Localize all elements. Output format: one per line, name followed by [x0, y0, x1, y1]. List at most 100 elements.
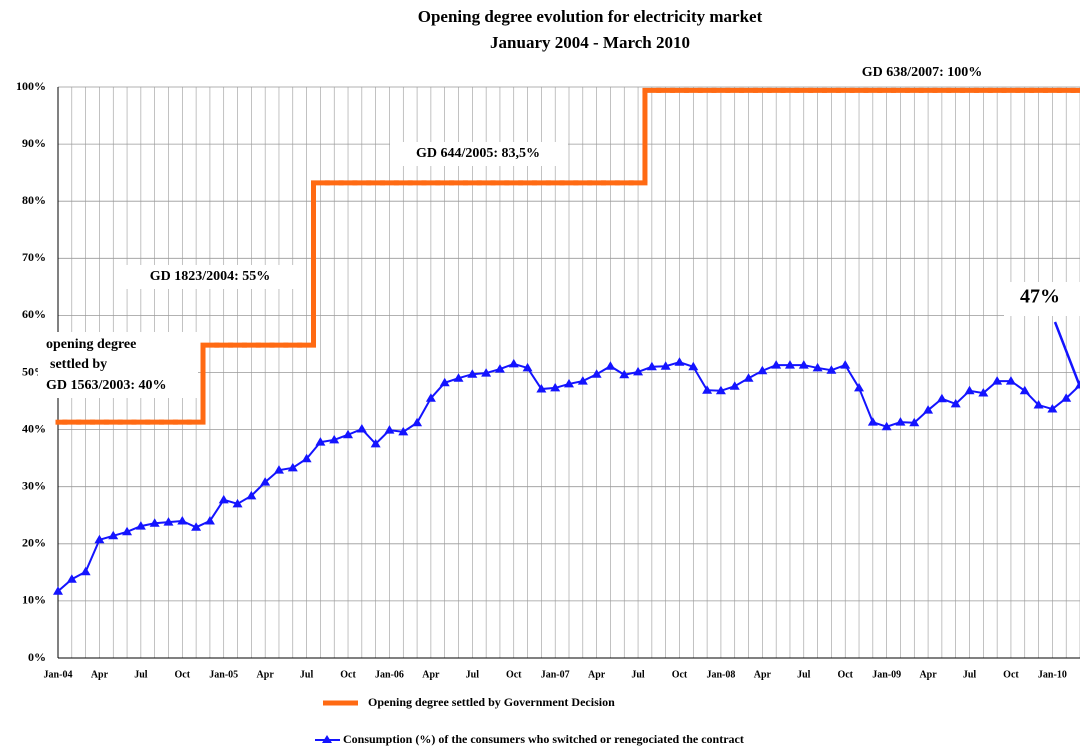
x-tick-label: Jan-05: [209, 669, 238, 680]
x-tick-label: Jan-10: [1038, 669, 1067, 680]
x-tick-label: Jul: [797, 669, 811, 680]
marker: [1005, 376, 1016, 385]
y-tick-label: 30%: [22, 478, 46, 492]
marker: [122, 526, 133, 536]
marker: [798, 360, 809, 369]
marker: [508, 358, 519, 368]
annotation-bg: [38, 332, 198, 398]
legend: Opening degree settled by Government Dec…: [315, 695, 744, 746]
x-tick-label: Oct: [837, 669, 853, 680]
y-tick-label: 0%: [28, 650, 46, 664]
plot: [53, 87, 1080, 595]
x-tick-label: Jul: [631, 669, 645, 680]
marker: [149, 518, 160, 527]
annotation-bg: [862, 62, 982, 84]
x-tick-label: Jan-09: [872, 669, 901, 680]
y-tick-label: 40%: [22, 421, 46, 435]
marker: [453, 373, 464, 382]
x-tick-label: Apr: [754, 669, 772, 680]
annotations: GD 638/2007: 100% GD 644/2005: 83,5% GD …: [38, 62, 1080, 398]
marker: [522, 362, 533, 372]
chart-title: Opening degree evolution for electricity…: [418, 7, 763, 26]
marker: [950, 398, 961, 408]
marker: [633, 366, 644, 376]
x-tick-label: Apr: [919, 669, 937, 680]
x-tick-label: Jan-07: [541, 669, 570, 680]
x-tick-label: Jul: [963, 669, 977, 680]
chart-subtitle: January 2004 - March 2010: [490, 33, 690, 52]
x-tick-label: Jul: [300, 669, 314, 680]
y-tick-label: 70%: [22, 250, 46, 264]
marker: [425, 393, 436, 402]
marker: [854, 382, 865, 392]
marker: [356, 424, 367, 433]
marker: [481, 368, 492, 377]
marker: [218, 494, 229, 504]
marker: [370, 438, 381, 448]
marker: [191, 522, 202, 531]
marker: [398, 426, 409, 436]
marker: [923, 405, 934, 414]
marker: [743, 373, 754, 382]
marker: [881, 421, 892, 431]
y-tick-label: 90%: [22, 136, 46, 150]
x-tick-label: Jan-04: [44, 669, 73, 680]
marker: [94, 534, 105, 544]
x-tick-label: Oct: [175, 669, 191, 680]
marker: [301, 453, 312, 463]
marker: [550, 382, 561, 392]
marker: [577, 376, 588, 385]
marker: [315, 437, 326, 446]
annotation-line: GD 1563/2003: 40%: [46, 378, 167, 393]
marker: [1033, 400, 1044, 409]
marker: [287, 462, 298, 472]
marker: [273, 465, 284, 474]
y-tick-label: 100%: [16, 79, 46, 93]
marker: [715, 385, 726, 395]
annotation: GD 1823/2004: 55%: [150, 269, 271, 284]
marker: [840, 360, 851, 369]
marker: [702, 385, 713, 394]
marker: [826, 365, 837, 374]
annotation: GD 638/2007: 100%: [862, 65, 983, 80]
marker: [646, 361, 657, 371]
marker: [674, 357, 685, 366]
x-tick-label: Jul: [466, 669, 480, 680]
annotation-bg: [390, 142, 568, 166]
marker: [867, 417, 878, 426]
marker: [163, 517, 174, 526]
marker: [771, 360, 782, 369]
annotation-pointer: [1053, 321, 1080, 385]
marker: [135, 521, 146, 530]
x-tick-label: Apr: [257, 669, 275, 680]
annotation-bg: [124, 265, 296, 289]
y-tick-label: 60%: [22, 307, 46, 321]
marker: [177, 515, 188, 525]
marker: [536, 384, 547, 393]
marker: [384, 425, 395, 434]
x-tick-label: Jan-08: [706, 669, 735, 680]
x-tick-label: Oct: [1003, 669, 1019, 680]
marker: [964, 385, 975, 395]
x-tick-label: Apr: [588, 669, 606, 680]
marker: [494, 364, 505, 373]
marker: [66, 574, 77, 583]
legend-label: Consumption (%) of the consumers who swi…: [343, 732, 744, 746]
marker: [232, 498, 243, 508]
marker: [605, 361, 616, 370]
marker: [895, 417, 906, 426]
marker: [936, 393, 947, 403]
x-tick-label: Jul: [134, 669, 148, 680]
legend-label: Opening degree settled by Government Dec…: [368, 695, 615, 709]
marker: [53, 586, 63, 595]
marker: [439, 377, 450, 387]
marker: [204, 515, 215, 525]
annotation-line: settled by: [50, 357, 107, 372]
x-tick-label: Apr: [91, 669, 109, 680]
marker: [343, 429, 354, 439]
annotation-line: opening degree: [46, 337, 136, 352]
marker: [729, 381, 740, 390]
marker: [1047, 404, 1058, 413]
x-tick-label: Oct: [340, 669, 356, 680]
